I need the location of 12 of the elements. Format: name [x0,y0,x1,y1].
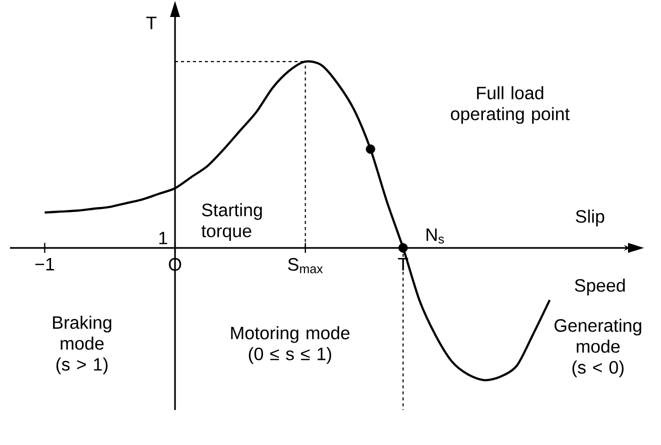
annotation: N$_{s}$ [426,228,444,244]
annotation: Full load operating point [450,86,570,124]
annotation: Starting torque [201,203,262,241]
text: Slip [576,210,604,226]
annotation: Braking mode (s > 1) [53,316,112,374]
text: Speed [574,278,625,296]
annotation: Motoring mode (0 ≤ s ≤ 1) [231,326,350,364]
annotation: 1 [159,232,168,244]
annotation: Generating mode (s < 0) [554,318,642,378]
x-tick-label: −1 [35,258,54,270]
x-tick-label: S$_{max}$ [288,258,323,274]
y-axis-title: T [146,16,156,30]
